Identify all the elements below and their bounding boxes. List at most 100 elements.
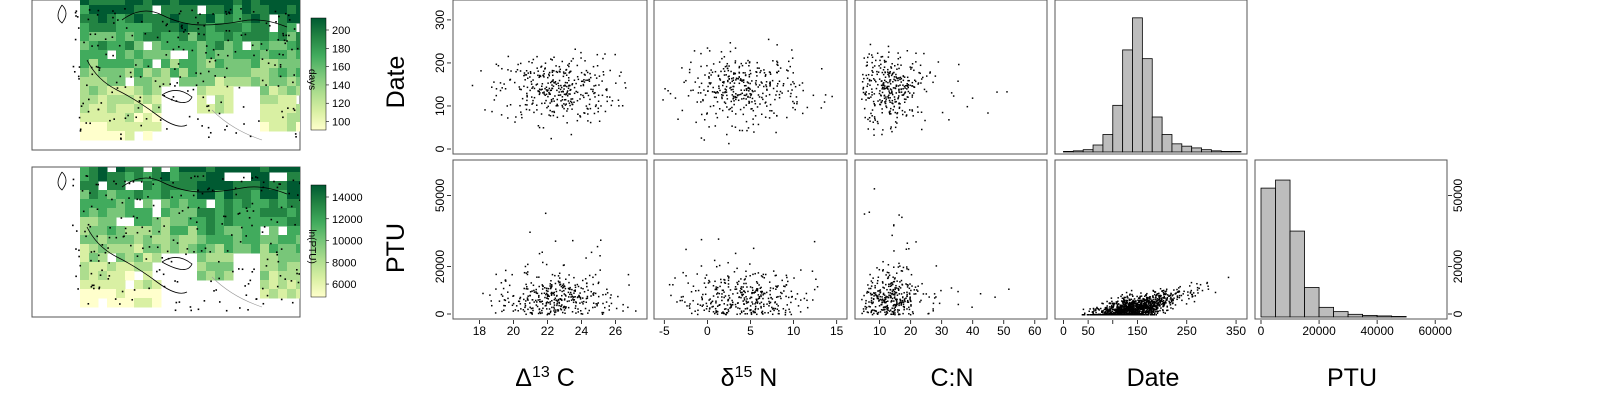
point bbox=[573, 86, 576, 89]
point bbox=[727, 261, 729, 264]
point bbox=[737, 99, 740, 102]
point bbox=[1133, 298, 1136, 300]
point bbox=[531, 290, 533, 292]
point bbox=[587, 94, 590, 97]
point bbox=[1151, 310, 1154, 312]
point bbox=[556, 299, 558, 302]
point bbox=[601, 94, 604, 97]
point bbox=[705, 308, 708, 310]
point bbox=[889, 79, 892, 81]
point bbox=[733, 82, 736, 84]
point bbox=[605, 89, 608, 92]
point bbox=[891, 234, 893, 237]
point bbox=[536, 301, 538, 303]
point bbox=[1146, 311, 1148, 314]
point bbox=[883, 66, 886, 68]
point bbox=[1165, 288, 1168, 291]
point bbox=[782, 82, 785, 85]
point bbox=[600, 105, 602, 107]
point bbox=[579, 302, 581, 304]
point bbox=[1165, 302, 1167, 304]
point bbox=[708, 50, 711, 52]
point bbox=[876, 267, 878, 269]
point bbox=[703, 118, 706, 121]
point bbox=[745, 89, 748, 92]
point bbox=[787, 70, 789, 72]
point bbox=[523, 287, 525, 290]
point bbox=[538, 126, 541, 129]
point bbox=[592, 65, 595, 68]
point bbox=[864, 93, 866, 96]
point bbox=[1125, 296, 1127, 299]
point bbox=[1130, 302, 1132, 305]
point bbox=[517, 309, 519, 312]
point bbox=[735, 77, 738, 80]
point bbox=[874, 119, 877, 121]
point bbox=[752, 118, 754, 120]
point bbox=[768, 300, 770, 303]
point bbox=[898, 302, 901, 304]
point bbox=[771, 308, 774, 310]
point bbox=[535, 104, 538, 106]
point bbox=[901, 270, 904, 272]
point bbox=[1123, 302, 1126, 304]
point bbox=[724, 88, 727, 90]
point bbox=[536, 83, 539, 85]
point bbox=[1158, 303, 1160, 306]
point bbox=[704, 94, 707, 96]
point bbox=[884, 87, 886, 90]
point bbox=[743, 279, 746, 281]
point bbox=[1199, 283, 1202, 286]
point bbox=[701, 305, 704, 307]
point bbox=[715, 300, 717, 302]
point bbox=[894, 98, 896, 101]
point bbox=[535, 288, 537, 291]
point bbox=[872, 100, 875, 103]
point bbox=[712, 86, 714, 89]
histogram-bar bbox=[1275, 179, 1291, 318]
point bbox=[519, 70, 522, 72]
point bbox=[614, 53, 616, 56]
point bbox=[1105, 313, 1108, 315]
point bbox=[894, 288, 896, 291]
point bbox=[698, 86, 701, 88]
point bbox=[520, 308, 522, 310]
point bbox=[1146, 292, 1148, 295]
point bbox=[535, 304, 538, 306]
point bbox=[597, 107, 600, 110]
point bbox=[557, 85, 560, 87]
point bbox=[758, 295, 761, 298]
point bbox=[766, 88, 768, 91]
point bbox=[1155, 295, 1157, 297]
point bbox=[723, 70, 726, 73]
point bbox=[895, 298, 898, 301]
point bbox=[883, 308, 885, 311]
point bbox=[703, 282, 706, 284]
point bbox=[894, 87, 896, 89]
point bbox=[1087, 314, 1090, 316]
point bbox=[702, 99, 704, 102]
point bbox=[557, 275, 560, 277]
point bbox=[583, 79, 585, 81]
point bbox=[709, 83, 711, 85]
point bbox=[721, 296, 723, 298]
x-axis-col1: -5 0 5 10 15 bbox=[659, 320, 844, 338]
point bbox=[1129, 305, 1131, 308]
point bbox=[776, 61, 779, 64]
point bbox=[1124, 307, 1127, 309]
point bbox=[734, 95, 736, 98]
point bbox=[777, 64, 779, 67]
point bbox=[932, 302, 935, 305]
point bbox=[731, 80, 733, 83]
point bbox=[1101, 314, 1104, 316]
point bbox=[1126, 310, 1129, 312]
point bbox=[576, 64, 579, 67]
point bbox=[571, 83, 574, 85]
point bbox=[775, 274, 777, 277]
point bbox=[568, 288, 570, 290]
point bbox=[740, 286, 743, 288]
point bbox=[738, 66, 740, 69]
point bbox=[1131, 308, 1134, 310]
point bbox=[1163, 295, 1166, 298]
x-axis-col4: 0 20000 40000 60000 bbox=[1258, 320, 1452, 338]
